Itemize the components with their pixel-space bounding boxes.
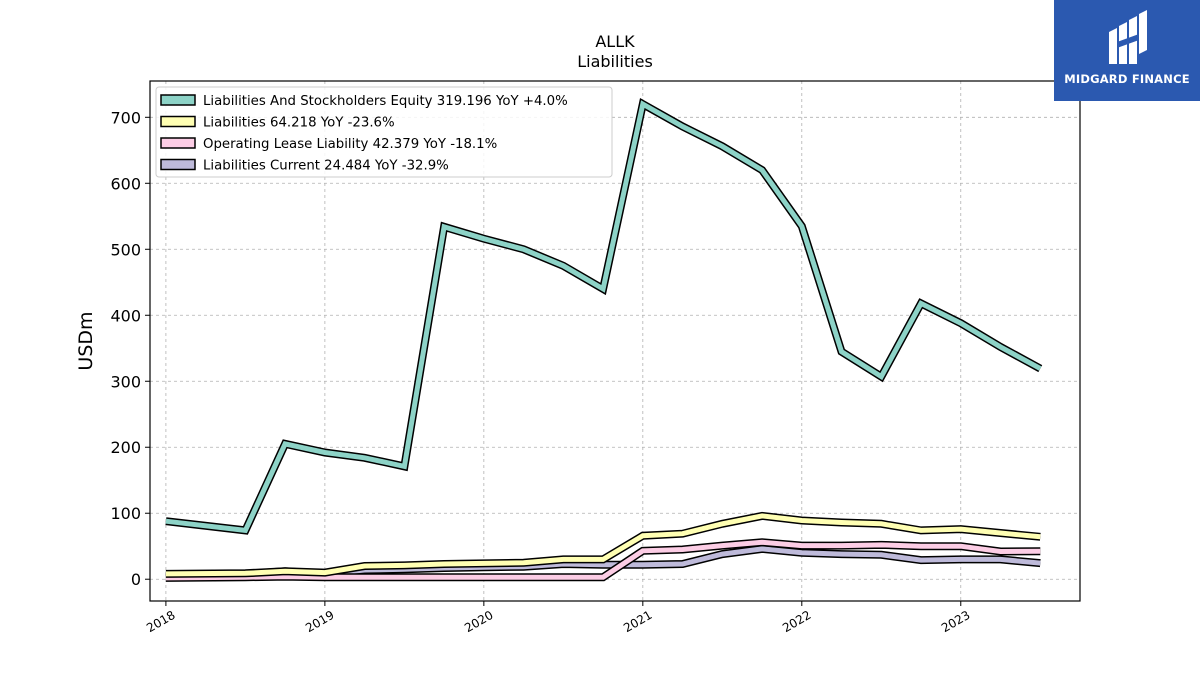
axis-ticks: 0 100 200 300 400 500 600 700 2018 2019 2020 2021 20… [110, 108, 972, 635]
y-tick-label: 100 [110, 504, 141, 523]
x-tick-label: 2023 [939, 608, 972, 635]
logo-text: MIDGARD FINANCE [1064, 72, 1190, 86]
y-tick-label: 500 [110, 240, 141, 259]
legend-label: Liabilities Current 24.484 YoY -32.9% [203, 159, 449, 174]
y-tick-label: 200 [110, 438, 141, 457]
series-line [165, 513, 1041, 577]
chart-title: ALLK [595, 32, 635, 51]
y-tick-label: 400 [110, 306, 141, 325]
midgard-finance-logo: MIDGARD FINANCE [1054, 0, 1200, 101]
x-tick-label: 2022 [780, 608, 813, 635]
chart-subtitle: Liabilities [577, 52, 653, 71]
y-tick-label: 0 [131, 570, 141, 589]
legend-swatch [160, 158, 196, 171]
x-tick-label: 2020 [462, 608, 495, 635]
series-2 [165, 538, 1041, 582]
legend-box [155, 86, 613, 178]
y-tick-label: 300 [110, 372, 141, 391]
legend-swatch [160, 115, 196, 128]
plot-frame [149, 80, 1081, 602]
x-tick-label: 2018 [144, 608, 177, 635]
series-line [165, 100, 1042, 534]
legend-label: Operating Lease Liability 42.379 YoY -18… [203, 137, 497, 152]
legend-label: Liabilities 64.218 YoY -23.6% [203, 116, 395, 131]
y-tick-label: 600 [110, 174, 141, 193]
series-lines [165, 97, 1043, 582]
legend: Liabilities And Stockholders Equity 319.… [155, 86, 613, 178]
legend-swatch [160, 137, 196, 149]
series-0 [165, 97, 1043, 535]
legend-swatch [160, 94, 196, 106]
x-tick-label: 2019 [303, 608, 336, 635]
y-tick-label: 700 [110, 108, 141, 127]
x-tick-label: 2021 [621, 608, 654, 635]
series-1 [165, 511, 1041, 578]
series-line [165, 539, 1041, 581]
logo-mark-icon [1109, 10, 1147, 64]
y-axis-label: USDm [75, 311, 97, 370]
legend-label: Liabilities And Stockholders Equity 319.… [203, 94, 568, 109]
